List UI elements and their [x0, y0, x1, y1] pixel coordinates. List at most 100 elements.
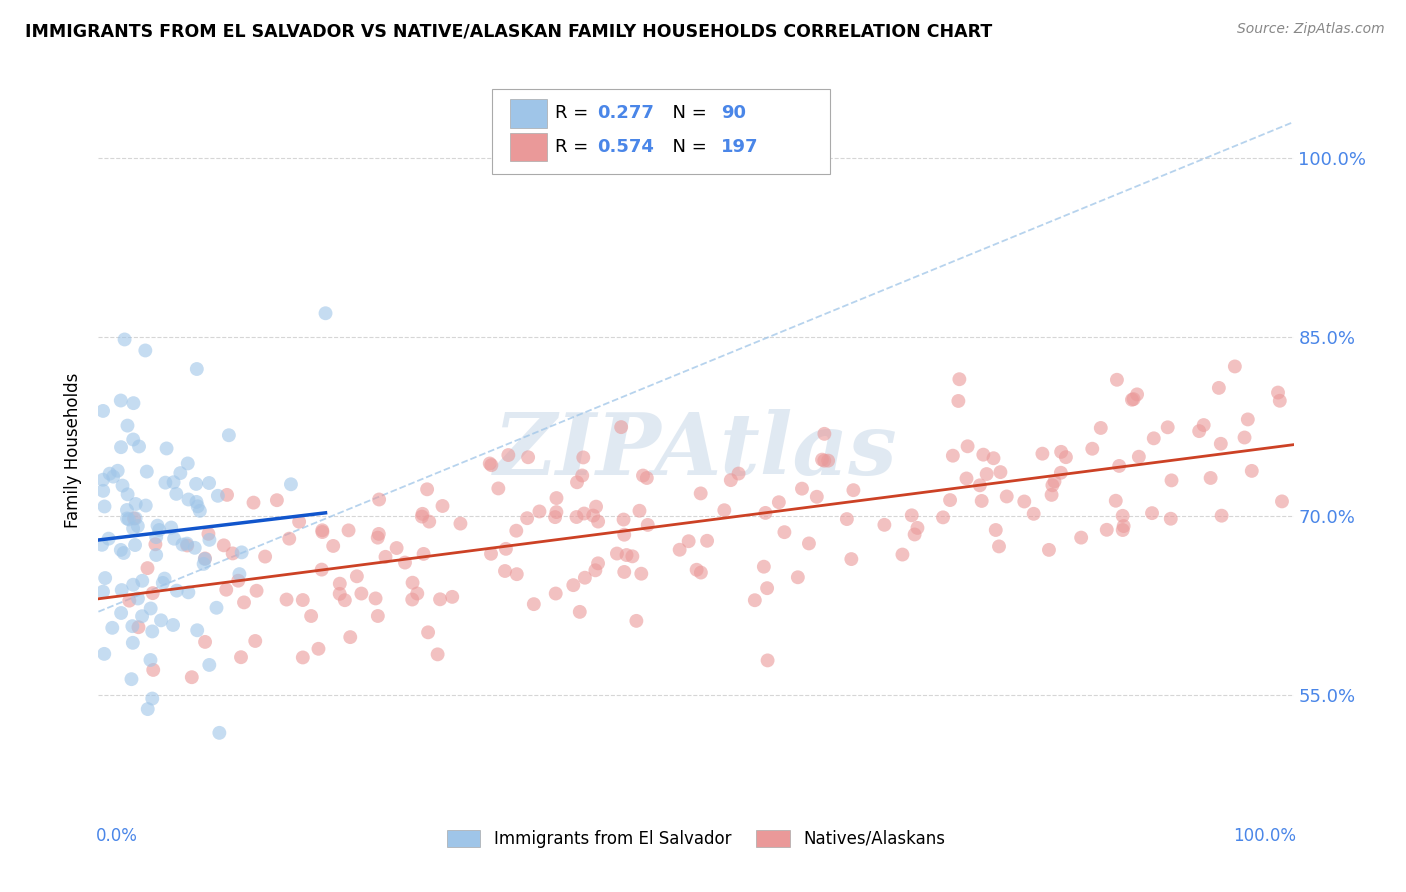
Point	[1233, 430, 1256, 444]
Text: ZIPAtlas: ZIPAtlas	[494, 409, 898, 492]
Point	[773, 525, 796, 540]
Point	[873, 517, 896, 532]
Point	[207, 489, 229, 503]
Point	[1192, 418, 1215, 433]
Point	[122, 578, 145, 592]
Point	[150, 613, 173, 627]
Point	[162, 618, 184, 632]
Point	[155, 475, 177, 490]
Point	[118, 593, 141, 607]
Point	[842, 483, 865, 498]
Point	[1236, 412, 1258, 426]
Point	[969, 478, 991, 492]
Point	[613, 565, 636, 579]
Point	[756, 653, 779, 667]
Point	[1267, 385, 1289, 400]
Point	[412, 507, 434, 521]
Point	[505, 524, 527, 538]
Point	[172, 537, 194, 551]
Point	[329, 576, 352, 591]
Point	[479, 458, 502, 472]
Point	[142, 663, 165, 677]
Point	[101, 621, 124, 635]
Point	[194, 552, 217, 566]
Point	[495, 541, 517, 556]
Point	[1031, 447, 1053, 461]
Point	[752, 559, 775, 574]
Point	[616, 548, 638, 562]
Point	[411, 509, 433, 524]
Point	[984, 523, 1007, 537]
Point	[727, 467, 749, 481]
Point	[288, 515, 311, 529]
Point	[337, 524, 360, 538]
Point	[637, 517, 659, 532]
Text: 90: 90	[721, 104, 747, 122]
Point	[122, 521, 145, 535]
Point	[177, 457, 200, 471]
Point	[111, 583, 134, 598]
Point	[1081, 442, 1104, 456]
Point	[988, 540, 1011, 554]
Point	[1022, 507, 1045, 521]
Point	[813, 453, 835, 467]
Point	[136, 561, 159, 575]
Point	[1140, 506, 1163, 520]
Point	[529, 504, 551, 518]
Point	[1112, 523, 1135, 537]
Point	[995, 490, 1018, 504]
Point	[1122, 392, 1144, 406]
Point	[572, 450, 595, 465]
Point	[904, 527, 927, 541]
Point	[942, 449, 965, 463]
Point	[939, 493, 962, 508]
Point	[350, 586, 373, 600]
Point	[346, 569, 368, 583]
Point	[1160, 474, 1182, 488]
Point	[131, 574, 153, 588]
Point	[242, 495, 264, 509]
Point	[1095, 523, 1118, 537]
Point	[668, 542, 690, 557]
Point	[245, 583, 267, 598]
Point	[228, 567, 250, 582]
Point	[107, 464, 129, 478]
Point	[546, 505, 568, 519]
Point	[134, 343, 156, 358]
Point	[1040, 488, 1063, 502]
Text: 197: 197	[721, 138, 759, 156]
Point	[121, 636, 143, 650]
Point	[621, 549, 644, 564]
Point	[215, 488, 238, 502]
Point	[177, 585, 200, 599]
Point	[333, 593, 356, 607]
Point	[124, 538, 146, 552]
Text: Source: ZipAtlas.com: Source: ZipAtlas.com	[1237, 22, 1385, 37]
Text: N =: N =	[661, 104, 713, 122]
Text: IMMIGRANTS FROM EL SALVADOR VS NATIVE/ALASKAN FAMILY HOUSEHOLDS CORRELATION CHAR: IMMIGRANTS FROM EL SALVADOR VS NATIVE/AL…	[25, 22, 993, 40]
Point	[948, 372, 970, 386]
Point	[613, 527, 636, 541]
Point	[121, 619, 143, 633]
Point	[198, 657, 221, 672]
Point	[626, 614, 648, 628]
Point	[176, 536, 198, 550]
Point	[208, 726, 231, 740]
Point	[1050, 445, 1073, 459]
Point	[768, 495, 790, 509]
Text: N =: N =	[661, 138, 713, 156]
Point	[817, 453, 839, 467]
Point	[713, 503, 735, 517]
Point	[628, 504, 651, 518]
Point	[184, 476, 207, 491]
Point	[582, 508, 605, 523]
Point	[186, 362, 208, 376]
Point	[163, 532, 186, 546]
Point	[586, 557, 609, 571]
Point	[630, 566, 652, 581]
Point	[198, 533, 221, 547]
Point	[1070, 531, 1092, 545]
Point	[135, 465, 157, 479]
Point	[212, 538, 235, 552]
Point	[610, 420, 633, 434]
